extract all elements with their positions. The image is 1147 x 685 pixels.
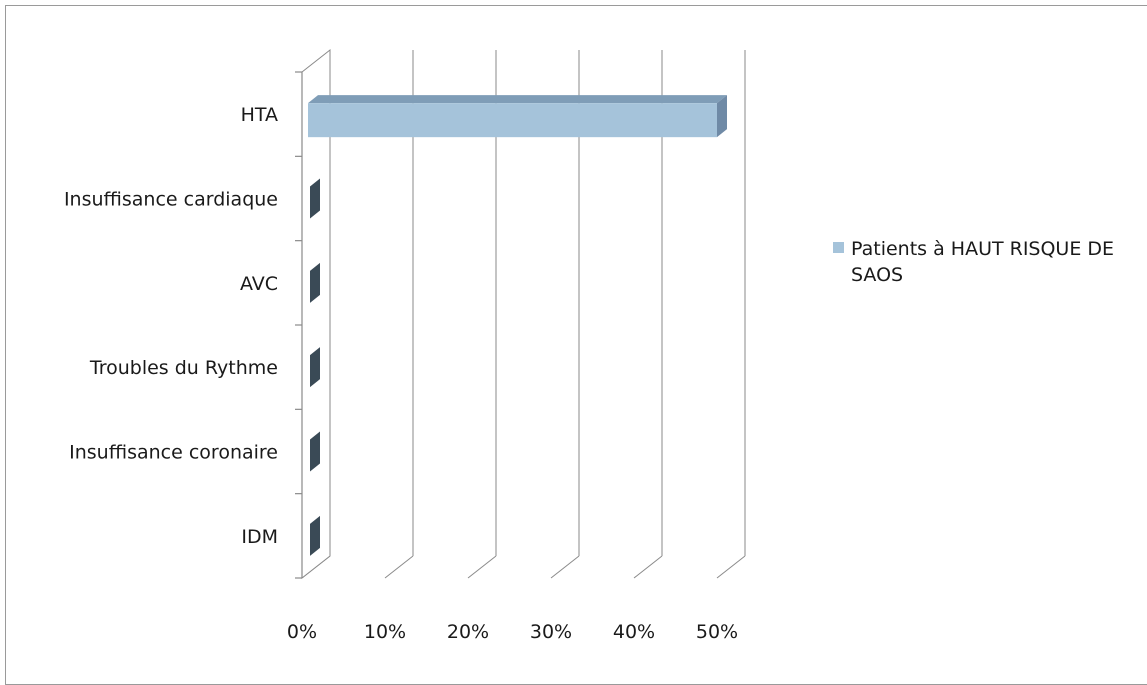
bar	[310, 347, 320, 388]
gridline-floor	[384, 555, 414, 579]
legend-series-label: Patients à HAUT RISQUE DE SAOS	[851, 238, 1115, 286]
gridline-floor	[467, 555, 497, 579]
x-tick-label: 40%	[613, 621, 655, 643]
bar-top	[308, 95, 727, 104]
bar-side	[717, 95, 727, 138]
legend: Patients à HAUT RISQUE DE SAOS	[833, 236, 1147, 288]
x-tick-label: 50%	[696, 621, 738, 643]
category-label: Insuffisance cardiaque	[64, 189, 278, 211]
legend-swatch	[833, 242, 844, 253]
bar	[310, 178, 320, 219]
bar	[310, 431, 320, 472]
x-tick-label: 20%	[447, 621, 489, 643]
x-tick-label: 30%	[530, 621, 572, 643]
gridline-floor	[550, 555, 580, 579]
category-label: AVC	[240, 273, 278, 295]
category-label: HTA	[241, 104, 278, 126]
gridline-floor	[716, 555, 746, 579]
bar	[310, 515, 320, 556]
bar	[308, 103, 717, 138]
bar	[310, 262, 320, 303]
x-tick-label: 0%	[287, 621, 317, 643]
x-tick-label: 10%	[364, 621, 406, 643]
gridline-floor	[633, 555, 663, 579]
category-label: IDM	[241, 526, 278, 548]
category-label: Troubles du Rythme	[89, 357, 278, 379]
category-label: Insuffisance coronaire	[69, 442, 278, 464]
